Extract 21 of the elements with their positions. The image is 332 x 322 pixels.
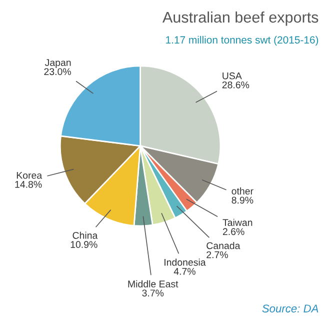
data-label: 4.7% bbox=[174, 268, 196, 275]
slice-label: Korea bbox=[16, 172, 42, 179]
data-label: 2.7% bbox=[206, 251, 228, 258]
data-label: 8.9% bbox=[232, 196, 254, 204]
slice-label: China bbox=[72, 232, 98, 239]
slice-label: Middle East bbox=[128, 280, 178, 288]
slice-label: Taiwan bbox=[222, 218, 252, 226]
source-note: Source: DA bbox=[262, 304, 318, 312]
slice-label: other bbox=[232, 187, 254, 195]
data-label: 3.7% bbox=[142, 290, 164, 296]
slice-label: Japan bbox=[44, 59, 71, 68]
data-label: 23.0% bbox=[44, 68, 71, 76]
data-label: 28.6% bbox=[222, 81, 250, 88]
data-label: 14.8% bbox=[15, 180, 42, 188]
slice-label: USA bbox=[222, 72, 242, 80]
slice-label: Indonesia bbox=[164, 258, 206, 266]
data-label: 10.9% bbox=[70, 241, 98, 248]
chart-subtitle: 1.17 million tonnes swt (2015-16) bbox=[166, 36, 318, 46]
chart-title: Australian beef exports bbox=[162, 11, 318, 26]
slice-label: Canada bbox=[206, 242, 240, 250]
data-label: 2.6% bbox=[222, 228, 244, 236]
